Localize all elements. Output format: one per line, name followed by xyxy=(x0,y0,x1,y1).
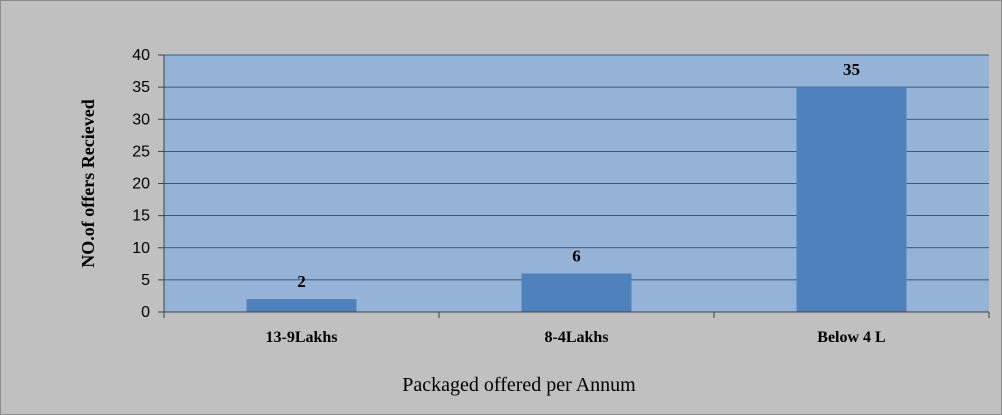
y-tick-label: 35 xyxy=(132,79,150,96)
bar xyxy=(246,299,357,312)
y-tick-label: 40 xyxy=(132,47,150,64)
axes xyxy=(163,55,990,318)
y-tick-label: 0 xyxy=(141,304,150,321)
x-tick-label: 13-9Lakhs xyxy=(265,329,337,346)
y-tick-label: 25 xyxy=(132,143,150,160)
x-axis-title: Packaged offered per Annum xyxy=(402,374,636,396)
data-label: 6 xyxy=(572,246,581,265)
y-tick-labels: 0 5 10 15 20 25 30 35 40 xyxy=(132,47,150,321)
x-tick-label: 8-4Lakhs xyxy=(544,329,608,346)
bar xyxy=(796,87,907,312)
y-axis-title: NO.of offers Recieved xyxy=(78,99,98,267)
y-tick-label: 30 xyxy=(132,111,150,128)
x-tick-labels: 13-9Lakhs 8-4Lakhs Below 4 L xyxy=(265,329,885,346)
data-label: 35 xyxy=(843,60,860,79)
y-tick-label: 5 xyxy=(141,272,150,289)
bars xyxy=(246,87,907,312)
data-label: 2 xyxy=(297,272,306,291)
y-tick-label: 10 xyxy=(132,240,150,257)
x-tick-label: Below 4 L xyxy=(817,329,885,346)
y-tick-label: 15 xyxy=(132,208,150,225)
data-labels: 2 6 35 xyxy=(297,60,860,291)
bar xyxy=(521,273,632,312)
y-tick-label: 20 xyxy=(132,176,150,193)
